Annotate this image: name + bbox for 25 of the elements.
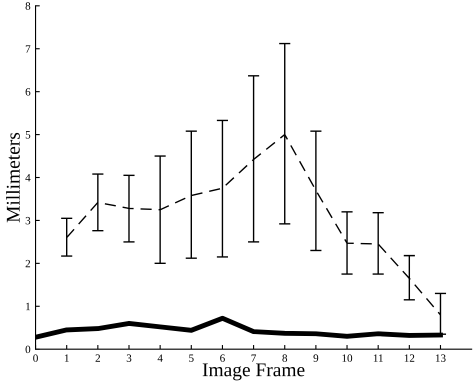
x-tick-label: 2 [96, 354, 100, 362]
y-tick-label: 2 [26, 260, 30, 268]
x-tick-label: 12 [404, 354, 414, 362]
y-tick-label: 3 [26, 216, 30, 224]
x-tick-label: 8 [282, 354, 288, 362]
x-tick-label: 7 [252, 354, 256, 362]
y-tick-label: 4 [25, 174, 31, 182]
x-tick-label: 3 [126, 354, 132, 362]
x-tick-label: 0 [33, 354, 38, 362]
x-tick-label: 10 [342, 354, 352, 362]
y-tick-label: 5 [26, 131, 30, 139]
y-tick-label: 1 [26, 302, 30, 310]
y-tick-label: 6 [26, 88, 30, 96]
x-tick-label: 5 [189, 354, 194, 362]
x-axis-title: Image Frame [202, 363, 304, 380]
y-tick-label: 8 [26, 2, 30, 10]
x-tick-label: 9 [313, 354, 318, 362]
y-axis-title: Millimeters [6, 132, 20, 222]
x-tick-label: 4 [158, 354, 163, 362]
y-tick-label: 7 [26, 45, 30, 53]
x-tick-label: 1 [64, 354, 69, 362]
y-tick-label: 0 [26, 346, 30, 354]
x-tick-label: 6 [220, 354, 225, 362]
x-tick-label: 13 [436, 354, 446, 362]
x-tick-label: 11 [374, 354, 383, 362]
